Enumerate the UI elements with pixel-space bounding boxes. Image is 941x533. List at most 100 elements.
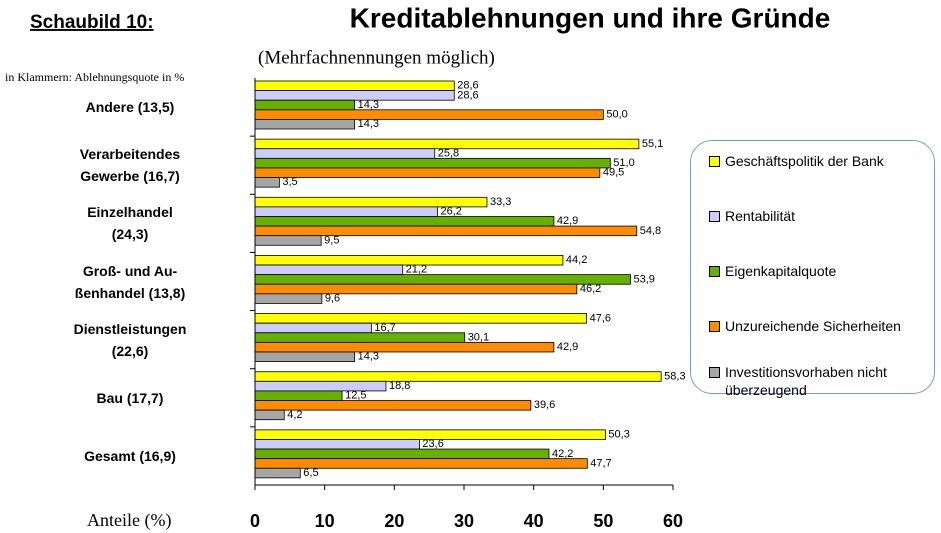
value-label: 49,5 xyxy=(603,167,624,179)
legend-swatch xyxy=(709,211,720,222)
value-label: 30,1 xyxy=(468,331,489,343)
legend-label: Investitionsvorhaben nicht überzeugend xyxy=(725,364,887,398)
bar xyxy=(254,109,604,120)
bar xyxy=(254,167,601,178)
value-label: 33,3 xyxy=(490,196,511,208)
value-label: 47,7 xyxy=(590,457,611,469)
value-label: 25,8 xyxy=(438,147,459,159)
bar xyxy=(254,177,280,188)
bar xyxy=(254,119,356,130)
legend: Geschäftspolitik der Bank Rentabilität Eig… xyxy=(690,140,935,398)
category-label: Gesamt (16,9) xyxy=(84,447,176,464)
value-label: 42,9 xyxy=(557,341,578,353)
legend-swatch xyxy=(709,367,720,378)
value-label: 3,5 xyxy=(282,176,297,188)
value-label: 12,5 xyxy=(345,390,366,402)
x-tick-label: 60 xyxy=(663,511,683,531)
x-tick-label: 40 xyxy=(524,511,544,531)
value-label: 26,2 xyxy=(441,206,462,218)
bar xyxy=(254,371,662,382)
value-label: 9,5 xyxy=(324,234,339,246)
bar xyxy=(254,293,323,304)
value-label: 21,2 xyxy=(406,264,427,276)
bar xyxy=(254,80,455,92)
value-label: 50,3 xyxy=(608,429,629,441)
bar xyxy=(254,264,404,276)
bar xyxy=(254,283,578,295)
bar xyxy=(254,439,420,450)
value-label: 16,7 xyxy=(374,322,395,334)
bar xyxy=(254,341,555,353)
value-label: 55,1 xyxy=(642,138,663,150)
bar xyxy=(254,409,285,421)
bar xyxy=(254,274,631,285)
legend-label: Unzureichende Sicherheiten xyxy=(725,318,901,334)
value-label: 14,3 xyxy=(358,99,379,111)
value-label: 9,6 xyxy=(325,293,340,305)
chart-title: Kreditablehnungen und ihre Gründe xyxy=(350,2,831,33)
category-label: Dienstleistungen (22,6) xyxy=(73,320,187,359)
value-label: 14,3 xyxy=(358,118,379,130)
value-label: 50,0 xyxy=(606,109,627,121)
note: in Klammern: Ablehnungsquote in % xyxy=(5,70,184,84)
category-label: Verarbeitendes Gewerbe (16,7) xyxy=(79,146,181,185)
x-tick-label: 0 xyxy=(250,511,260,531)
value-label: 58,3 xyxy=(664,370,685,382)
value-label: 18,8 xyxy=(389,380,410,392)
bar xyxy=(254,332,466,343)
value-label: 51,0 xyxy=(613,157,634,169)
legend-label: Geschäftspolitik der Bank xyxy=(725,153,884,169)
x-tick-label: 20 xyxy=(384,511,404,531)
category-label: Bau (17,7) xyxy=(96,389,164,406)
legend-item: Unzureichende Sicherheiten xyxy=(709,317,934,335)
chart-label: Schaubild 10: xyxy=(30,12,154,33)
category-label: Groß- und Au- ßenhandel (13,8) xyxy=(74,262,186,301)
bar xyxy=(254,322,372,334)
value-label: 6,5 xyxy=(303,467,318,479)
value-label: 39,6 xyxy=(534,399,555,411)
bar xyxy=(254,313,588,324)
legend-item: Investitionsvorhaben nicht überzeugend xyxy=(709,363,914,399)
x-tick-label: 30 xyxy=(454,511,474,531)
value-label: 53,9 xyxy=(634,273,655,285)
value-label: 46,2 xyxy=(580,283,601,295)
bar xyxy=(254,390,343,401)
category-label: Einzelhandel (24,3) xyxy=(87,204,173,243)
legend-item: Eigenkapitalquote xyxy=(709,262,934,280)
value-label: 54,8 xyxy=(640,225,661,237)
x-tick-label: 10 xyxy=(315,511,335,531)
bar xyxy=(254,467,301,479)
x-axis-label: Anteile (%) xyxy=(87,510,171,531)
bar xyxy=(254,448,550,460)
bar xyxy=(254,351,356,362)
x-tick-label: 50 xyxy=(593,511,613,531)
value-label: 28,6 xyxy=(457,89,478,101)
category-label: Andere (13,5) xyxy=(85,99,175,116)
value-label: 23,6 xyxy=(422,438,443,450)
bar xyxy=(254,206,438,217)
value-label: 28,6 xyxy=(457,80,478,92)
bar xyxy=(254,216,555,227)
bar xyxy=(254,235,322,246)
bar xyxy=(254,148,436,159)
legend-swatch xyxy=(709,266,720,277)
value-label: 42,2 xyxy=(552,448,573,460)
legend-label: Eigenkapitalquote xyxy=(725,263,837,279)
legend-item: Geschäftspolitik der Bank xyxy=(709,152,934,170)
value-label: 14,3 xyxy=(358,351,379,363)
value-label: 4,2 xyxy=(287,409,302,421)
bar xyxy=(254,225,638,237)
legend-item: Rentabilität xyxy=(709,207,934,225)
legend-label: Rentabilität xyxy=(725,208,796,224)
bar xyxy=(254,157,611,169)
value-label: 42,9 xyxy=(557,215,578,227)
legend-swatch xyxy=(709,321,720,332)
legend-swatch xyxy=(709,156,720,167)
bar xyxy=(254,99,356,111)
value-label: 44,2 xyxy=(566,254,587,266)
subtitle: (Mehrfachnennungen möglich) xyxy=(258,47,495,68)
bar xyxy=(254,90,455,101)
value-label: 47,6 xyxy=(590,312,611,324)
